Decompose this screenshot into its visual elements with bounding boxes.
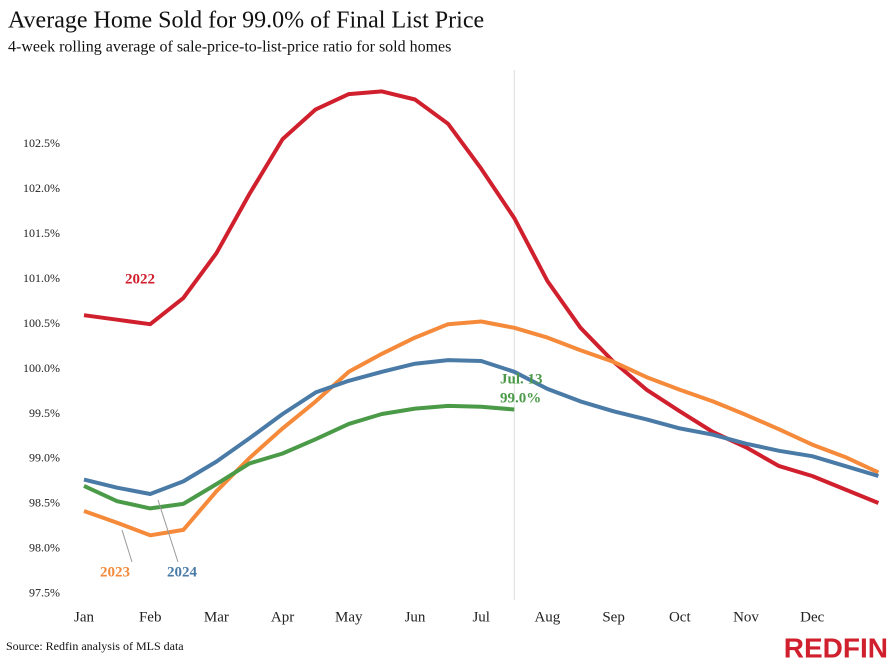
y-tick-label: 98.5% bbox=[29, 496, 60, 510]
x-tick-label: Mar bbox=[204, 609, 229, 625]
x-tick-label: Jun bbox=[405, 609, 426, 625]
y-tick-label: 97.5% bbox=[29, 585, 60, 599]
series-label: 2023 bbox=[100, 564, 130, 580]
y-tick-label: 102.0% bbox=[23, 181, 60, 195]
y-tick-label: 101.0% bbox=[23, 271, 60, 285]
x-tick-label: Oct bbox=[669, 609, 691, 625]
series-line bbox=[83, 89, 880, 505]
series-label: 2024 bbox=[167, 564, 198, 580]
y-tick-label: 102.5% bbox=[23, 136, 60, 150]
series-line bbox=[83, 403, 515, 511]
x-tick-label: Dec bbox=[800, 609, 824, 625]
y-tick-label: 101.5% bbox=[23, 226, 60, 240]
leader-line bbox=[157, 499, 179, 563]
series-line bbox=[83, 358, 879, 496]
leader-line bbox=[121, 529, 133, 563]
x-tick-label: Sep bbox=[602, 609, 625, 625]
x-tick-label: Jul bbox=[472, 609, 490, 625]
y-tick-label: 98.0% bbox=[29, 541, 60, 555]
chart-subtitle: 4-week rolling average of sale-price-to-… bbox=[8, 39, 451, 56]
x-tick-label: Jan bbox=[74, 609, 94, 625]
series-label: 2022 bbox=[125, 271, 155, 287]
x-tick-label: Apr bbox=[271, 609, 294, 625]
x-tick-label: May bbox=[335, 609, 363, 625]
logo: REDFIN bbox=[784, 632, 888, 663]
y-tick-label: 99.0% bbox=[29, 451, 60, 465]
annotation-value: 99.0% bbox=[500, 390, 541, 406]
annotation-date: Jul. 13 bbox=[500, 371, 543, 387]
y-tick-label: 100.5% bbox=[23, 316, 60, 330]
source: Source: Redfin analysis of MLS data bbox=[6, 639, 184, 653]
x-tick-label: Aug bbox=[534, 609, 560, 625]
x-tick-label: Nov bbox=[733, 609, 759, 625]
y-tick-label: 100.0% bbox=[23, 361, 60, 375]
chart-title: Average Home Sold for 99.0% of Final Lis… bbox=[8, 8, 484, 34]
y-tick-label: 99.5% bbox=[29, 406, 60, 420]
x-tick-label: Feb bbox=[139, 609, 162, 625]
series-line bbox=[83, 319, 880, 538]
